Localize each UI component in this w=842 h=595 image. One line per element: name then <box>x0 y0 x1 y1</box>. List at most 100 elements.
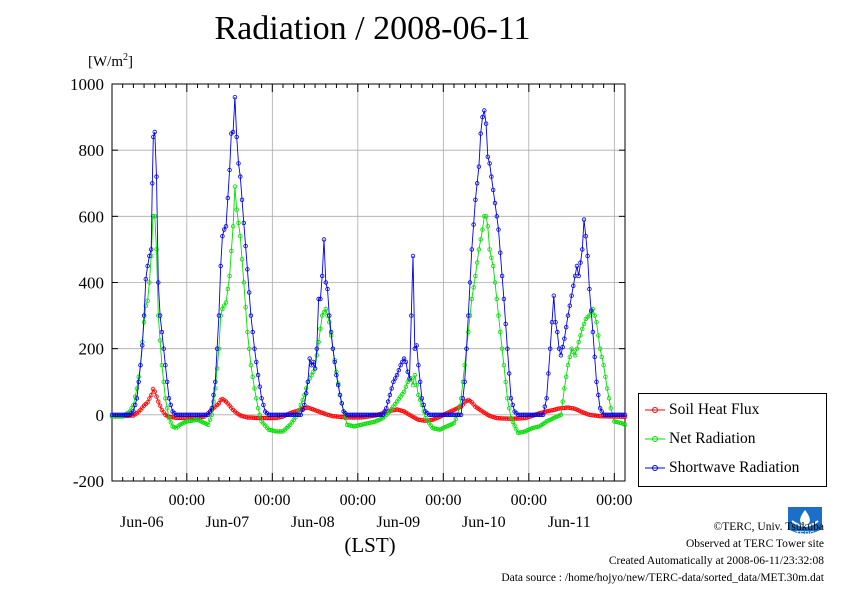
terc-logo: TERC <box>784 503 826 539</box>
data-point <box>608 406 613 411</box>
data-point <box>250 329 255 335</box>
y-tick-label: 200 <box>79 340 105 359</box>
data-point <box>248 363 254 368</box>
data-point <box>156 399 161 404</box>
data-point <box>505 346 510 351</box>
data-point <box>239 197 245 202</box>
data-point <box>211 392 216 398</box>
data-point <box>400 408 405 414</box>
data-point <box>476 164 482 169</box>
data-point <box>148 392 154 398</box>
data-point <box>578 260 583 265</box>
data-point <box>221 303 227 308</box>
data-point <box>471 222 476 227</box>
data-point <box>279 429 284 434</box>
data-point <box>218 263 223 269</box>
data-point <box>168 420 173 425</box>
data-point <box>245 329 250 335</box>
data-point <box>539 412 544 417</box>
data-point <box>234 134 239 140</box>
unit-text: [W/m <box>88 54 123 70</box>
data-point <box>318 326 323 331</box>
data-point <box>482 108 487 113</box>
data-point <box>418 379 423 384</box>
data-point <box>587 286 592 292</box>
data-point <box>494 296 499 302</box>
data-point <box>551 293 556 298</box>
data-point <box>257 412 262 417</box>
x-tick-label-date: Jun-09 <box>377 514 421 531</box>
data-point <box>467 280 473 285</box>
data-point <box>564 325 569 330</box>
data-point <box>391 379 396 384</box>
data-point <box>385 399 391 404</box>
data-point <box>327 313 332 318</box>
data-point <box>556 346 562 351</box>
data-point <box>499 346 505 351</box>
data-point <box>562 386 567 391</box>
data-point <box>580 247 585 252</box>
data-point <box>152 214 157 219</box>
data-point <box>156 280 161 285</box>
data-point <box>597 406 603 411</box>
data-point <box>384 406 389 411</box>
data-point <box>594 379 599 384</box>
y-unit-label: [W/m2] <box>88 52 133 71</box>
data-point <box>209 406 214 411</box>
data-point <box>241 280 246 285</box>
data-point <box>145 263 150 269</box>
data-point <box>207 409 213 414</box>
data-point <box>246 290 252 295</box>
data-point <box>250 374 255 379</box>
data-point <box>314 346 319 351</box>
data-point <box>583 233 588 239</box>
data-point <box>163 363 168 368</box>
data-point <box>140 343 145 348</box>
data-point <box>143 303 148 308</box>
data-point <box>414 382 419 388</box>
data-point <box>491 187 496 193</box>
data-point <box>298 412 303 417</box>
data-point <box>414 343 419 348</box>
x-tick-label-date: Jun-08 <box>291 514 335 531</box>
x-tick-label-date: Jun-10 <box>462 514 506 531</box>
data-point <box>164 406 170 411</box>
data-point <box>487 161 492 166</box>
data-point <box>542 404 547 409</box>
data-point <box>558 412 564 417</box>
data-point <box>410 253 416 259</box>
source-text: Data source : /home/hojyo/new/TERC-data/… <box>501 572 824 584</box>
data-point <box>544 396 549 401</box>
x-tick-label-time: 00:00 <box>169 492 205 509</box>
data-point <box>154 174 159 179</box>
x-tick-label-time: 00:00 <box>596 492 632 509</box>
data-point <box>508 396 514 401</box>
data-point <box>412 346 417 351</box>
x-axis-label: (LST) <box>344 533 395 557</box>
data-point <box>214 346 220 351</box>
data-point <box>483 121 489 126</box>
data-point <box>332 359 337 365</box>
data-point <box>565 363 571 368</box>
data-point <box>594 320 599 325</box>
data-point <box>553 320 558 325</box>
data-point <box>489 255 494 260</box>
data-point <box>378 412 384 417</box>
data-point <box>225 286 230 292</box>
data-point <box>496 227 501 232</box>
data-point <box>221 227 227 232</box>
data-point <box>597 346 603 351</box>
data-point <box>562 336 567 341</box>
data-point <box>309 372 314 378</box>
data-point <box>555 329 560 335</box>
data-point <box>334 372 339 378</box>
copyright-text: ©TERC, Univ. Tsukuba <box>713 521 824 533</box>
data-point <box>238 233 243 239</box>
data-point <box>393 376 398 381</box>
data-point <box>246 346 252 351</box>
data-point <box>147 253 152 259</box>
data-point <box>343 415 348 421</box>
data-point <box>503 321 508 327</box>
data-point <box>475 181 480 186</box>
data-point <box>318 296 323 302</box>
